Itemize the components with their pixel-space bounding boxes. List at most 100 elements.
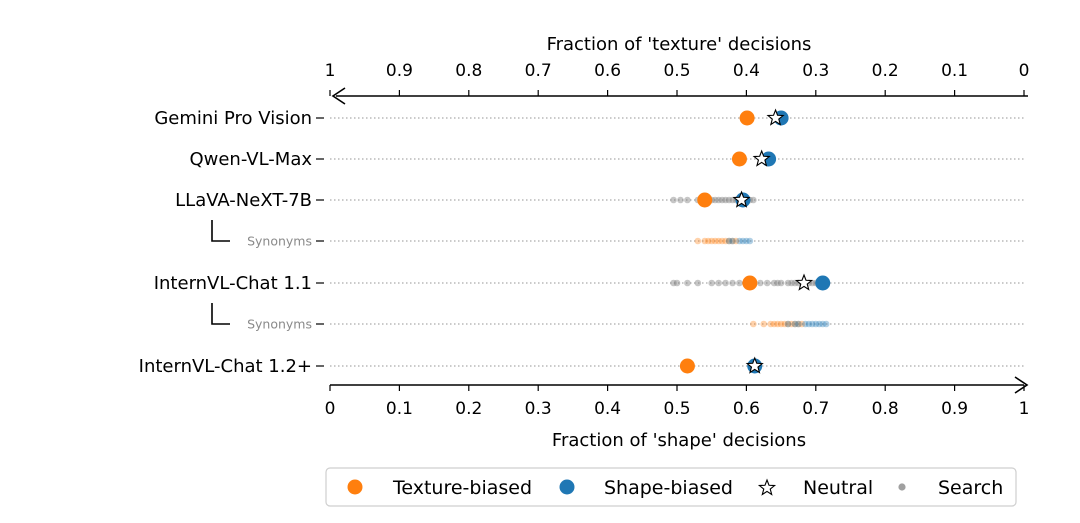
search-point xyxy=(715,196,722,204)
neutral-point xyxy=(732,190,751,208)
search-point xyxy=(722,196,729,204)
legend-neutral-label: Neutral xyxy=(803,477,873,499)
synonym-texture-point xyxy=(788,320,795,328)
synonym-shape-point xyxy=(743,237,750,245)
synonym-texture-point xyxy=(708,237,715,245)
top-tick-label: 0.1 xyxy=(941,61,968,81)
synonym-shape-point xyxy=(795,320,802,328)
model-label: InternVL-Chat 1.2+ xyxy=(139,356,312,377)
synonym-texture-point xyxy=(767,320,774,328)
search-point xyxy=(736,279,743,287)
synonym-label: Synonyms xyxy=(247,234,312,249)
synonym-texture-point xyxy=(715,237,722,245)
top-tick-label: 0.2 xyxy=(872,61,899,81)
synonym-shape-point xyxy=(805,320,813,328)
search-point xyxy=(708,279,715,287)
search-point xyxy=(756,279,764,287)
synonym-texture-point xyxy=(725,237,733,245)
synonym-texture-point xyxy=(704,237,712,245)
model-label: LLaVA-NeXT-7B xyxy=(175,190,312,211)
model-label: Gemini Pro Vision xyxy=(154,108,312,129)
synonym-shape-point xyxy=(746,237,754,245)
search-point xyxy=(694,279,702,287)
texture-biased-point xyxy=(697,192,713,208)
top-axis: Fraction of 'texture' decisions 1 0.9 0.8 0… xyxy=(325,34,1030,105)
search-point xyxy=(673,279,681,287)
synonym-texture-point xyxy=(774,320,781,328)
synonym-bracket xyxy=(211,220,230,242)
legend-search-marker xyxy=(898,483,906,491)
model-row: Qwen-VL-Max xyxy=(189,149,1024,170)
search-point xyxy=(774,279,781,287)
synonym-texture-point xyxy=(777,320,785,328)
synonym-shape-point xyxy=(815,320,823,328)
legend-frame xyxy=(325,467,1017,507)
search-point xyxy=(718,196,726,204)
top-tick-label: 1 xyxy=(325,61,336,81)
search-point xyxy=(715,279,722,287)
synonym-texture-point xyxy=(722,237,729,245)
model-row: InternVL-Chat 1.1 xyxy=(154,273,1024,294)
texture-biased-point xyxy=(731,151,747,167)
bottom-tick-label: 0.7 xyxy=(802,399,829,419)
synonym-texture-point xyxy=(791,320,799,328)
synonym-shape-point xyxy=(736,237,743,245)
search-point xyxy=(725,196,733,204)
synonym-texture-point xyxy=(694,237,702,245)
synonym-row: Synonyms xyxy=(211,220,1024,249)
synonym-texture-point xyxy=(770,320,778,328)
synonym-texture-point xyxy=(760,320,768,328)
legend-shape-label: Shape-biased xyxy=(604,477,733,499)
legend-neutral-marker xyxy=(757,478,777,496)
bottom-axis-arrowhead xyxy=(1014,376,1029,394)
bottom-tick-label: 0.4 xyxy=(594,399,621,419)
synonym-bracket xyxy=(211,303,230,325)
model-label: InternVL-Chat 1.1 xyxy=(154,273,312,294)
top-tick-label: 0.3 xyxy=(802,61,829,81)
legend: Texture-biased Shape-biased Neutral Sear… xyxy=(325,467,1017,507)
model-label: Qwen-VL-Max xyxy=(189,149,312,170)
search-point xyxy=(777,279,785,287)
synonym-shape-point xyxy=(791,320,799,328)
search-point xyxy=(684,279,691,287)
search-point xyxy=(711,196,719,204)
synonym-texture-point xyxy=(750,320,757,328)
shape-biased-point xyxy=(815,275,831,291)
bottom-tick-label: 0 xyxy=(325,399,336,419)
model-rows: Gemini Pro Vision Qwen-VL-Max LLaVA-NeXT-7… xyxy=(139,108,1024,377)
search-point xyxy=(729,279,736,287)
texture-biased-point xyxy=(679,358,695,374)
synonym-texture-point xyxy=(781,320,788,328)
top-tick-label: 0.6 xyxy=(594,61,621,81)
model-row: InternVL-Chat 1.2+ xyxy=(139,356,1024,377)
search-point xyxy=(677,196,684,204)
bottom-tick-label: 0.5 xyxy=(663,399,690,419)
top-tick-label: 0 xyxy=(1019,61,1030,81)
synonym-shape-point xyxy=(784,320,792,328)
synonym-texture-point xyxy=(732,237,740,245)
synonym-shape-point xyxy=(725,237,733,245)
search-point xyxy=(670,279,677,287)
neutral-point xyxy=(745,356,764,374)
synonym-row: Synonyms xyxy=(211,303,1024,332)
neutral-point xyxy=(794,273,814,291)
synonym-texture-point xyxy=(795,320,802,328)
top-tick-label: 0.9 xyxy=(386,61,413,81)
bottom-tick-label: 0.1 xyxy=(386,399,413,419)
legend-texture-label: Texture-biased xyxy=(392,477,532,499)
bottom-tick-label: 0.8 xyxy=(872,399,899,419)
bottom-tick-label: 0.9 xyxy=(941,399,968,419)
bottom-axis-label: Fraction of 'shape' decisions xyxy=(552,430,806,451)
neutral-point xyxy=(752,149,771,167)
legend-texture-marker xyxy=(347,479,363,495)
texture-biased-point xyxy=(739,110,755,126)
search-point xyxy=(788,279,795,287)
synonym-shape-point xyxy=(812,320,820,328)
neutral-point xyxy=(766,108,785,126)
search-point xyxy=(722,279,729,287)
bottom-tick-label: 0.3 xyxy=(525,399,552,419)
top-axis-ticks: 1 0.9 0.8 0.7 0.6 0.5 0.4 0.3 0.2 0.1 0 xyxy=(325,61,1030,96)
synonym-shape-point xyxy=(809,320,816,328)
top-axis-label: Fraction of 'texture' decisions xyxy=(547,34,812,55)
